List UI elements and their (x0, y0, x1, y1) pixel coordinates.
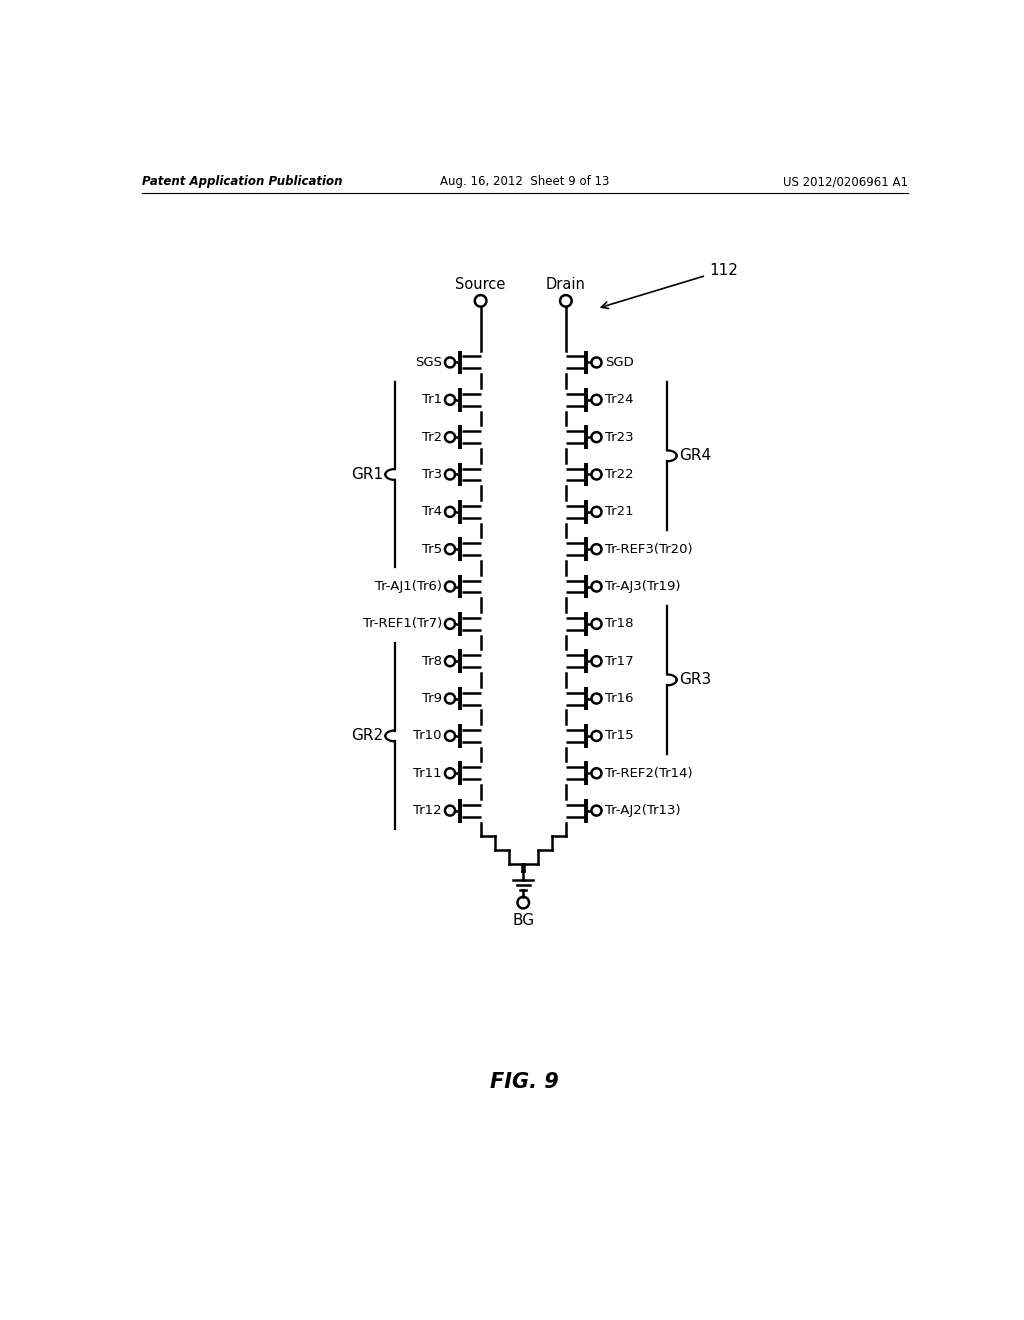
Text: Tr4: Tr4 (422, 506, 442, 519)
Text: Tr18: Tr18 (604, 618, 633, 631)
Text: Tr22: Tr22 (604, 469, 633, 480)
Text: Tr23: Tr23 (604, 430, 633, 444)
Text: Tr-REF1(Tr7): Tr-REF1(Tr7) (362, 618, 442, 631)
Text: Tr21: Tr21 (604, 506, 633, 519)
Text: GR2: GR2 (351, 729, 383, 743)
Text: Patent Application Publication: Patent Application Publication (142, 176, 342, 189)
Text: Tr-REF2(Tr14): Tr-REF2(Tr14) (604, 767, 692, 780)
Text: Tr10: Tr10 (414, 730, 442, 742)
Text: Tr16: Tr16 (604, 692, 633, 705)
Text: US 2012/0206961 A1: US 2012/0206961 A1 (782, 176, 907, 189)
Text: Tr9: Tr9 (422, 692, 442, 705)
Text: Tr8: Tr8 (422, 655, 442, 668)
Text: SGS: SGS (415, 356, 442, 370)
Text: GR4: GR4 (679, 449, 711, 463)
Text: GR1: GR1 (351, 467, 383, 482)
Text: Source: Source (456, 277, 506, 292)
Text: SGD: SGD (604, 356, 634, 370)
Text: FIG. 9: FIG. 9 (490, 1072, 559, 1093)
Text: Tr2: Tr2 (422, 430, 442, 444)
Text: Tr1: Tr1 (422, 393, 442, 407)
Text: BG: BG (512, 912, 535, 928)
Text: Tr-AJ2(Tr13): Tr-AJ2(Tr13) (604, 804, 680, 817)
Text: GR3: GR3 (679, 672, 712, 688)
Text: Drain: Drain (546, 277, 586, 292)
Text: Tr3: Tr3 (422, 469, 442, 480)
Text: Tr5: Tr5 (422, 543, 442, 556)
Text: Tr15: Tr15 (604, 730, 633, 742)
Text: Tr-REF3(Tr20): Tr-REF3(Tr20) (604, 543, 692, 556)
Text: Tr-AJ3(Tr19): Tr-AJ3(Tr19) (604, 579, 680, 593)
Text: Tr17: Tr17 (604, 655, 633, 668)
Text: Tr-AJ1(Tr6): Tr-AJ1(Tr6) (375, 579, 442, 593)
Text: Tr11: Tr11 (414, 767, 442, 780)
Text: Tr24: Tr24 (604, 393, 633, 407)
Text: 112: 112 (710, 263, 738, 277)
Text: Tr12: Tr12 (414, 804, 442, 817)
Text: Aug. 16, 2012  Sheet 9 of 13: Aug. 16, 2012 Sheet 9 of 13 (440, 176, 609, 189)
